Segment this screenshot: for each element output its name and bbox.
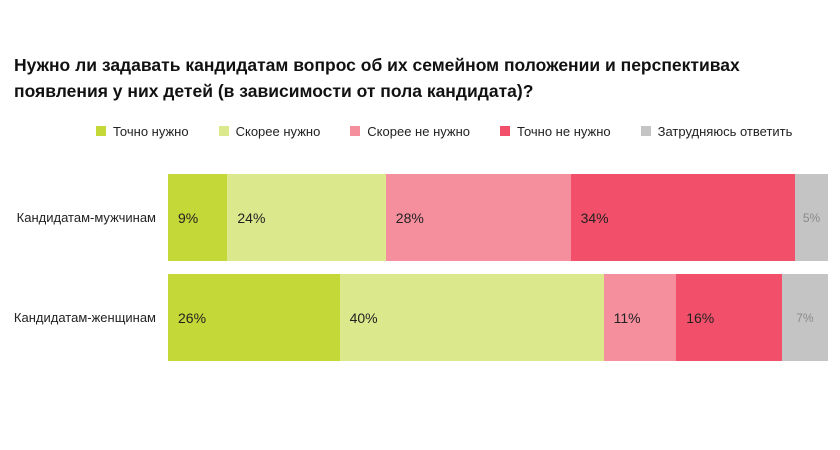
data-label: 9% <box>178 209 199 226</box>
chart-title: Нужно ли задавать кандидатам вопрос об и… <box>14 55 740 101</box>
data-label: 40% <box>349 309 378 326</box>
bar-segment: 7% <box>781 274 828 361</box>
legend-swatch <box>218 126 229 136</box>
legend-label: Затрудняюсь ответить <box>657 123 793 139</box>
legend-item: Затрудняюсь ответить <box>640 123 793 139</box>
data-label: 24% <box>237 209 266 226</box>
legend-item: Скорее не нужно <box>350 124 470 139</box>
legend-label: Скорее нужно <box>235 123 321 139</box>
data-label: 28% <box>395 209 424 226</box>
chart-legend: Точно нужно Скорее нужно Скорее не нужно То… <box>96 122 792 140</box>
data-label: 5% <box>802 210 821 225</box>
data-label: 26% <box>178 309 207 326</box>
legend-label: Точно нужно <box>113 123 189 139</box>
legend-label: Скорее не нужно <box>367 123 471 139</box>
data-label: 16% <box>686 309 715 326</box>
legend-item: Точно нужно <box>96 124 189 139</box>
legend-item: Точно не нужно <box>500 124 611 139</box>
legend-label: Точно не нужно <box>517 123 611 139</box>
legend-item: Скорее нужно <box>218 123 321 139</box>
bar-segment: 26% <box>168 274 340 361</box>
bar-segment: 11% <box>603 274 677 361</box>
bar-segment: 9% <box>168 174 228 261</box>
bar-segment: 24% <box>227 174 386 261</box>
stacked-bar: 26% 40% 11% 16% 7% <box>168 274 828 361</box>
bar-segment: 5% <box>795 174 828 261</box>
bar-segment: 16% <box>676 274 782 361</box>
data-label: 7% <box>796 310 814 325</box>
legend-swatch <box>96 126 106 136</box>
legend-swatch <box>500 126 511 136</box>
stacked-bar: 9% 24% 28% 34% 5% <box>168 174 828 261</box>
bar-segment: 40% <box>339 274 604 361</box>
data-label: 11% <box>613 309 641 326</box>
bar-segment: 28% <box>385 174 571 261</box>
data-label: 34% <box>580 209 609 226</box>
bar-segment: 34% <box>570 174 795 261</box>
legend-swatch <box>350 126 361 136</box>
category-label: Кандидатам-женщинам <box>13 309 156 325</box>
legend-swatch <box>640 126 651 136</box>
category-label: Кандидатам-мужчинам <box>16 209 156 225</box>
